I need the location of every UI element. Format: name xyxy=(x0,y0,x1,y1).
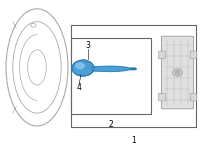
Text: 2: 2 xyxy=(109,120,113,129)
FancyBboxPatch shape xyxy=(159,51,165,59)
Text: 1: 1 xyxy=(131,136,136,145)
Bar xyxy=(71,38,151,114)
FancyBboxPatch shape xyxy=(161,36,194,109)
Polygon shape xyxy=(92,66,132,71)
Text: 4: 4 xyxy=(77,83,81,92)
Circle shape xyxy=(75,62,85,69)
Circle shape xyxy=(175,71,180,74)
Polygon shape xyxy=(131,68,136,70)
Circle shape xyxy=(172,69,182,76)
FancyBboxPatch shape xyxy=(190,93,197,101)
Text: 3: 3 xyxy=(86,41,90,50)
FancyBboxPatch shape xyxy=(190,51,197,59)
Ellipse shape xyxy=(82,60,87,62)
FancyBboxPatch shape xyxy=(159,93,165,101)
Circle shape xyxy=(72,60,94,76)
Bar xyxy=(71,25,196,127)
